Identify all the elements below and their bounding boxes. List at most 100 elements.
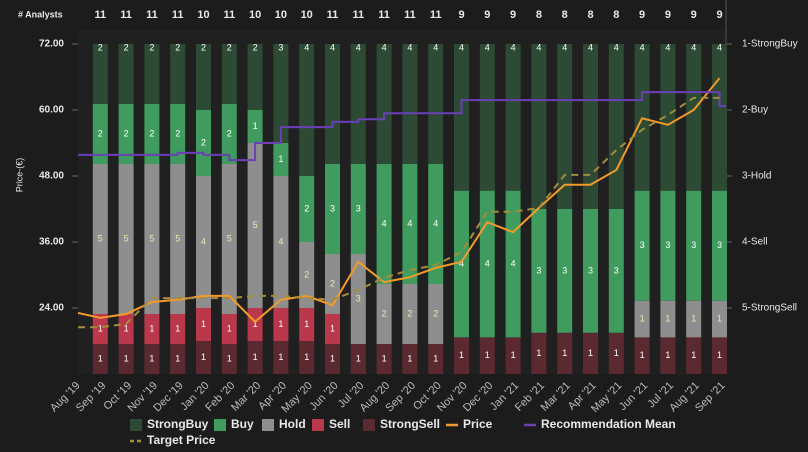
segment-label: 2 (304, 203, 309, 213)
segment-label: 2 (149, 42, 154, 52)
bar-segment (376, 284, 392, 344)
segment-label: 4 (511, 42, 516, 52)
bar-segment (118, 164, 134, 314)
bar-segment (221, 314, 237, 344)
legend-swatch (363, 419, 375, 431)
segment-label: 2 (253, 42, 258, 52)
bar-segment (299, 308, 315, 341)
analyst-count: 9 (716, 9, 722, 21)
segment-label: 2 (304, 269, 309, 279)
bar-segment (299, 176, 315, 242)
bar-segment (299, 44, 315, 176)
segment-label: 2 (227, 42, 232, 52)
segment-label: 2 (175, 128, 180, 138)
y-tick-label: 72.00 (39, 39, 64, 50)
segment-label: 5 (175, 233, 180, 243)
bar-segment (325, 164, 340, 254)
segment-label: 2 (330, 278, 335, 288)
segment-label: 3 (665, 240, 670, 250)
bar-segment (350, 344, 366, 374)
bar-segment (247, 110, 263, 143)
analyst-count: 11 (120, 9, 132, 21)
bar-segment (118, 104, 134, 164)
bar-segment (144, 44, 160, 104)
legend-swatch (214, 419, 226, 431)
bar-segment (712, 300, 727, 338)
segment-label: 1 (536, 348, 541, 358)
segment-label: 4 (536, 42, 541, 52)
segment-label: 3 (717, 240, 722, 250)
segment-label: 1 (356, 353, 361, 363)
bar-segment (170, 344, 186, 374)
bar-segment (712, 337, 727, 374)
segment-label: 1 (665, 313, 670, 323)
segment-label: 3 (588, 265, 593, 275)
analyst-count: 9 (639, 9, 645, 21)
segment-label: 4 (562, 42, 567, 52)
segment-label: 2 (382, 308, 387, 318)
legend-label: Hold (279, 417, 306, 431)
analyst-count: 10 (301, 9, 313, 21)
bar-segment (712, 190, 727, 301)
segment-label: 1 (717, 313, 722, 323)
bar-segment (660, 44, 676, 191)
bar-segment (660, 300, 676, 338)
y-tick-label: 36.00 (39, 237, 64, 248)
bar-segment (170, 314, 186, 344)
segment-label: 1 (640, 350, 645, 360)
bar-segment (221, 344, 237, 374)
segment-label: 1 (640, 313, 645, 323)
segment-label: 1 (382, 353, 387, 363)
bar-segment (531, 44, 547, 209)
segment-label: 3 (536, 265, 541, 275)
segment-label: 4 (330, 42, 335, 52)
bar-segment (428, 344, 444, 374)
bar-segment (273, 143, 289, 176)
segment-label: 1 (124, 323, 129, 333)
segment-label: 3 (356, 203, 361, 213)
segment-label: 1 (253, 352, 258, 362)
bar-segment (660, 190, 676, 301)
analyst-count: 10 (197, 9, 209, 21)
bar-segment (325, 44, 340, 164)
segment-label: 1 (562, 348, 567, 358)
segment-label: 1 (201, 352, 206, 362)
bar-segment (402, 164, 418, 284)
segment-label: 5 (149, 233, 154, 243)
bar-segment (196, 44, 211, 110)
segment-label: 1 (175, 323, 180, 333)
bar-segment (686, 190, 702, 301)
analyst-count: 9 (484, 9, 490, 21)
segment-label: 1 (98, 353, 103, 363)
bar-segment (454, 44, 469, 191)
y2-tick-label: 5-StrongSell (742, 303, 797, 314)
legend-swatch (262, 419, 274, 431)
bar-segment (557, 44, 573, 209)
segment-label: 2 (149, 128, 154, 138)
y2-tick-label: 3-Hold (742, 171, 771, 182)
bar-segment (454, 337, 469, 374)
bar-segment (402, 344, 418, 374)
segment-label: 4 (691, 42, 696, 52)
segment-label: 4 (278, 236, 283, 246)
segment-label: 3 (330, 203, 335, 213)
bar-segment (325, 344, 340, 374)
analyst-count: 11 (430, 9, 442, 21)
bar-segment (92, 314, 108, 344)
bar-segment (428, 284, 444, 344)
segment-label: 1 (227, 353, 232, 363)
bar-segment (350, 254, 366, 344)
series-line (78, 91, 726, 162)
bar-segment (144, 164, 160, 314)
bar-segment (144, 314, 160, 344)
analyst-count: 9 (510, 9, 516, 21)
segment-label: 4 (382, 42, 387, 52)
segment-label: 1 (124, 353, 129, 363)
segment-label: 2 (98, 128, 103, 138)
segment-label: 4 (433, 218, 438, 228)
segment-label: 3 (640, 240, 645, 250)
bar-segment (170, 44, 186, 104)
legend-swatch (312, 419, 324, 431)
bar-segment (170, 164, 186, 314)
segment-label: 4 (717, 42, 722, 52)
